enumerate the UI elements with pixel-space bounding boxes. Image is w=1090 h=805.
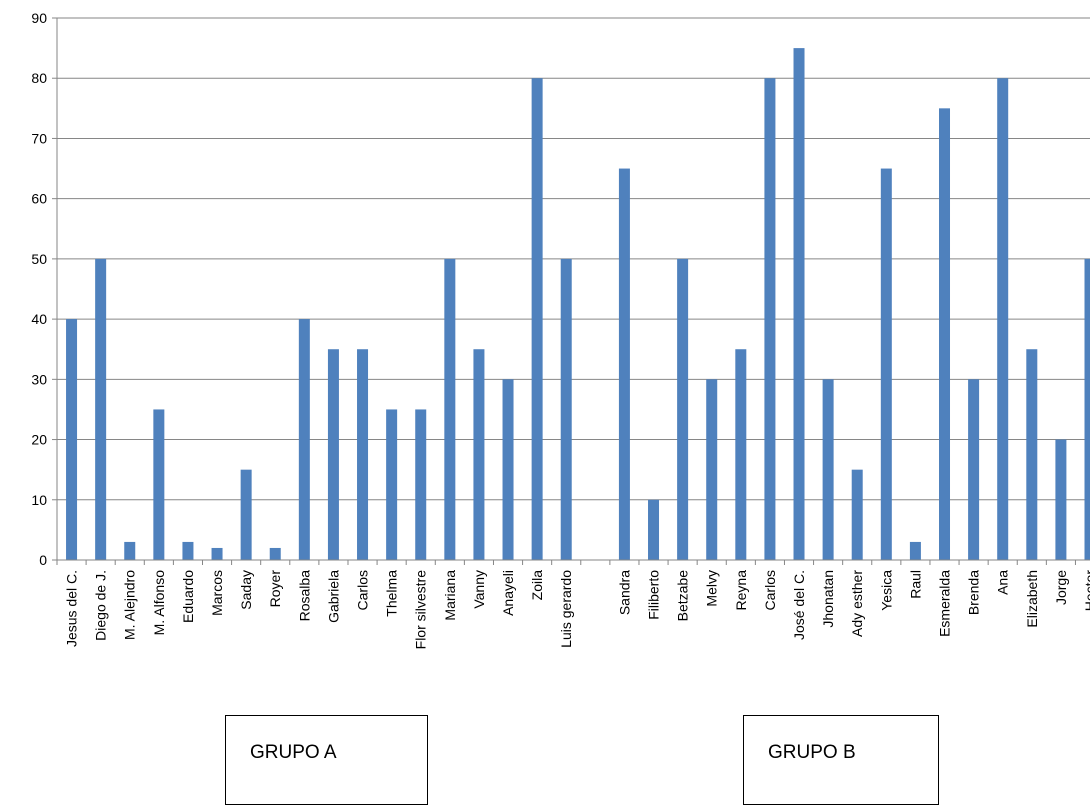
bar [212,548,223,560]
y-tick-label: 70 [31,130,47,146]
x-tick-label: Jhonatan [820,570,836,628]
x-tick-label: Marcos [209,570,225,616]
bar [852,470,863,560]
x-tick-label: Sandra [616,570,632,615]
y-tick-label: 0 [39,552,47,568]
x-tick-label: Luis gerardo [558,570,574,648]
x-tick-label: Mariana [442,570,458,621]
bar [648,500,659,560]
group-a-label: GRUPO A [250,742,337,763]
bar [241,470,252,560]
x-tick-label: Hector [1082,570,1090,612]
y-tick-label: 50 [31,251,47,267]
bar [997,78,1008,560]
y-tick-label: 30 [31,371,47,387]
y-tick-label: 60 [31,191,47,207]
x-tick-label: Betzabe [675,570,691,622]
bar [66,319,77,560]
bar [939,108,950,560]
bar [357,349,368,560]
bar [910,542,921,560]
x-tick-label: Anayeli [500,570,516,616]
bar [1026,349,1037,560]
x-tick-label: Elizabeth [1024,570,1040,628]
bar [532,78,543,560]
y-tick-label: 80 [31,70,47,86]
x-tick-label: José del C. [791,570,807,640]
y-tick-label: 10 [31,492,47,508]
bar [677,259,688,560]
x-tick-label: Carlos [762,570,778,610]
bar [153,409,164,560]
bar [503,379,514,560]
bar [95,259,106,560]
bar [794,48,805,560]
axes [57,18,1090,560]
bar [299,319,310,560]
x-tick-label: Carlos [355,570,371,610]
x-tick-label: Thelma [384,570,400,617]
x-tick-label: Reyna [733,570,749,611]
bar [619,169,630,560]
bar [735,349,746,560]
y-tick-label: 40 [31,311,47,327]
bar [968,379,979,560]
bar [1055,440,1066,560]
x-tick-label: Vanny [471,570,487,609]
y-tick-label: 90 [31,10,47,26]
x-tick-label: Zoila [529,570,545,601]
x-tick-label: Royer [267,570,283,608]
group-a-box: GRUPO A [225,715,428,805]
bar [182,542,193,560]
x-tick-label: Diego de J. [93,570,109,641]
x-tick-label: M. Alejndro [122,570,138,640]
x-tick-label: Melvy [704,570,720,607]
x-tick-label: Saday [238,570,254,610]
x-tick-label: Jorge [1053,570,1069,605]
x-tick-label: Ana [995,570,1011,595]
x-tick-label: Filiberto [646,570,662,620]
bar [561,259,572,560]
x-tick-label: M. Alfonso [151,570,167,636]
bar [386,409,397,560]
bar [415,409,426,560]
x-tick-label: Ady esther [849,570,865,637]
x-tick-label: Esmeralda [937,570,953,637]
group-b-label: GRUPO B [768,742,856,763]
x-tick-label: Flor silvestre [413,570,429,650]
bar [444,259,455,560]
bar [328,349,339,560]
x-tick-label: Rosalba [296,570,312,622]
bar [706,379,717,560]
y-axis-tick-labels: 0 10 20 30 40 50 60 70 80 90 [31,10,47,568]
bar [1085,259,1090,560]
x-axis-tick-labels: Jesus del C. Diego de J. M. Alejndro M. Alf… [57,560,1090,649]
x-tick-label: Yesica [878,570,894,611]
bar [823,379,834,560]
group-b-box: GRUPO B [743,715,939,805]
x-tick-label: Eduardo [180,570,196,623]
y-tick-label: 20 [31,432,47,448]
bar [473,349,484,560]
bar-chart: 0 10 20 30 40 50 60 70 80 90 Jesus del C. Diego de… [0,0,1090,715]
bar [270,548,281,560]
bar [764,78,775,560]
x-tick-label: Raul [907,570,923,599]
x-tick-label: Brenda [966,570,982,615]
x-tick-label: Gabriela [325,570,341,623]
x-tick-label: Jesus del C. [64,570,80,647]
bars [66,48,1090,560]
bar [881,169,892,560]
bar [124,542,135,560]
